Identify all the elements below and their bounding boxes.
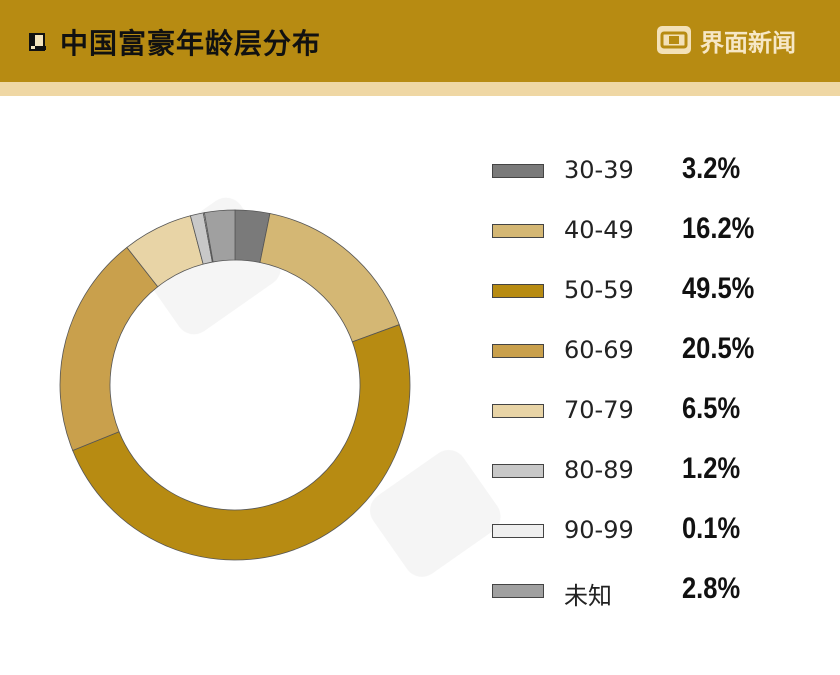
legend-item: 60-69 20.5% <box>492 322 822 382</box>
legend-swatch <box>492 164 544 178</box>
legend-item: 50-59 49.5% <box>492 262 822 322</box>
legend-value: 2.8% <box>682 572 741 605</box>
legend-label: 50-59 <box>564 276 634 304</box>
legend-value: 1.2% <box>682 452 741 485</box>
legend-swatch <box>492 284 544 298</box>
legend-item: 90-99 0.1% <box>492 502 822 562</box>
legend-swatch <box>492 224 544 238</box>
legend-label: 70-79 <box>564 396 634 424</box>
legend-swatch <box>492 524 544 538</box>
legend-label: 90-99 <box>564 516 634 544</box>
legend-label: 30-39 <box>564 156 634 184</box>
legend-swatch <box>492 464 544 478</box>
header-accent-strip <box>0 82 840 96</box>
legend-value: 16.2% <box>682 212 755 245</box>
legend-item: 30-39 3.2% <box>492 142 822 202</box>
legend-value: 49.5% <box>682 272 755 305</box>
legend-item: 80-89 1.2% <box>492 442 822 502</box>
legend-swatch <box>492 584 544 598</box>
header-bar: 中国富豪年龄层分布 界面新闻 <box>0 0 840 82</box>
legend-label: 80-89 <box>564 456 634 484</box>
legend-value: 3.2% <box>682 152 741 185</box>
legend-label: 40-49 <box>564 216 634 244</box>
legend-swatch <box>492 404 544 418</box>
legend-value: 20.5% <box>682 332 755 365</box>
legend-value: 0.1% <box>682 512 741 545</box>
legend-item: 70-79 6.5% <box>492 382 822 442</box>
legend-label: 60-69 <box>564 336 634 364</box>
document-icon <box>29 33 46 51</box>
donut-slice-40-49 <box>259 213 400 343</box>
donut-slice-50-59 <box>72 324 411 561</box>
legend-value: 6.5% <box>682 392 741 425</box>
donut-slice-未知 <box>203 209 236 263</box>
donut-chart <box>59 209 411 561</box>
legend-label: 未知 <box>564 582 612 610</box>
brand-logo-icon <box>657 26 691 54</box>
legend-item: 40-49 16.2% <box>492 202 822 262</box>
legend-item: 未知 2.8% <box>492 562 822 622</box>
page-title: 中国富豪年龄层分布 <box>60 27 322 60</box>
donut-slice-60-69 <box>59 246 159 451</box>
brand-name: 界面新闻 <box>700 28 796 57</box>
brand-logo-group: 界面新闻 <box>656 22 796 58</box>
legend-swatch <box>492 344 544 358</box>
